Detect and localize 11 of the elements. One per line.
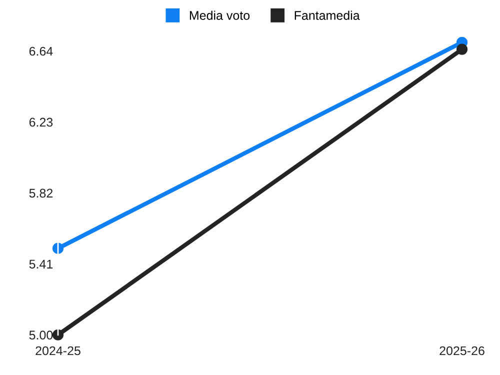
point [456,44,468,55]
y-tick-label: 5.41 [29,260,53,269]
x-tick-label: 2024-25 [36,346,80,356]
y-tick-label: 5.82 [29,188,53,198]
y-tick-label: 5.00 [29,330,53,340]
legend-label: Media voto [190,10,250,20]
point [52,329,64,340]
x-tick-label: 2025-26 [440,346,484,356]
y-tick-label: 6.23 [29,118,53,127]
y-tick-label: 6.64 [29,46,53,56]
legend-label: Fantamedia [294,10,360,20]
